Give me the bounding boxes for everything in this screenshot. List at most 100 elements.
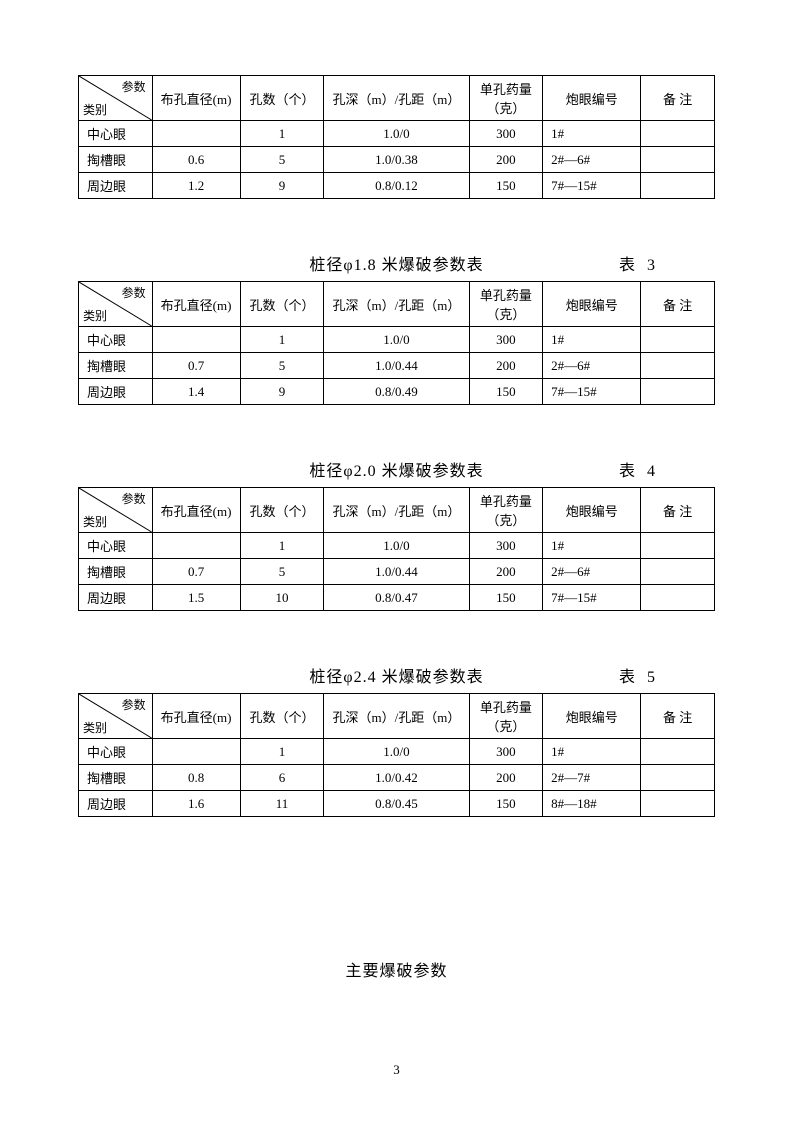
cell-note <box>641 559 715 585</box>
header-diameter: 布孔直径(m) <box>152 76 240 121</box>
table-row: 中心眼11.0/03001# <box>79 121 715 147</box>
cell-diameter: 1.5 <box>152 585 240 611</box>
cell-charge: 150 <box>469 173 543 199</box>
cell-charge: 300 <box>469 121 543 147</box>
cell-charge: 300 <box>469 739 543 765</box>
cell-charge: 150 <box>469 791 543 817</box>
table-number: 表 5 <box>619 663 659 687</box>
cell-count: 5 <box>240 559 324 585</box>
cell-diameter: 0.6 <box>152 147 240 173</box>
header-count: 孔数（个） <box>240 76 324 121</box>
cell-id: 1# <box>543 121 641 147</box>
cell-type: 掏槽眼 <box>79 147 153 173</box>
cell-note <box>641 765 715 791</box>
header-note: 备 注 <box>641 694 715 739</box>
diagonal-header-cell: 参数类别 <box>79 694 153 739</box>
cell-depth: 0.8/0.47 <box>324 585 469 611</box>
cell-diameter: 0.8 <box>152 765 240 791</box>
cell-depth: 1.0/0 <box>324 739 469 765</box>
cell-diameter: 0.7 <box>152 353 240 379</box>
header-param-label: 参数 <box>122 490 146 507</box>
cell-charge: 200 <box>469 765 543 791</box>
header-charge: 单孔药量（克） <box>469 488 543 533</box>
cell-type: 周边眼 <box>79 379 153 405</box>
cell-count: 10 <box>240 585 324 611</box>
cell-count: 1 <box>240 327 324 353</box>
table-row: 周边眼1.490.8/0.491507#—15# <box>79 379 715 405</box>
header-id: 炮眼编号 <box>543 282 641 327</box>
diagonal-header-cell: 参数类别 <box>79 282 153 327</box>
table-header-row: 参数类别布孔直径(m)孔数（个）孔深（m）/孔距（m）单孔药量（克）炮眼编号备 … <box>79 488 715 533</box>
table-title: 桩径φ1.8 米爆破参数表 <box>309 251 483 275</box>
cell-id: 2#—6# <box>543 147 641 173</box>
table-group: 桩径φ2.0 米爆破参数表表 4参数类别布孔直径(m)孔数（个）孔深（m）/孔距… <box>78 457 715 611</box>
cell-id: 7#—15# <box>543 585 641 611</box>
header-count: 孔数（个） <box>240 488 324 533</box>
header-depth: 孔深（m）/孔距（m） <box>324 282 469 327</box>
cell-id: 2#—6# <box>543 353 641 379</box>
cell-diameter: 1.6 <box>152 791 240 817</box>
header-note: 备 注 <box>641 282 715 327</box>
cell-charge: 300 <box>469 327 543 353</box>
table-header-row: 参数类别布孔直径(m)孔数（个）孔深（m）/孔距（m）单孔药量（克）炮眼编号备 … <box>79 76 715 121</box>
parameters-table: 参数类别布孔直径(m)孔数（个）孔深（m）/孔距（m）单孔药量（克）炮眼编号备 … <box>78 693 715 817</box>
header-id: 炮眼编号 <box>543 76 641 121</box>
cell-note <box>641 327 715 353</box>
cell-depth: 1.0/0 <box>324 533 469 559</box>
cell-note <box>641 379 715 405</box>
table-row: 掏槽眼0.651.0/0.382002#—6# <box>79 147 715 173</box>
cell-type: 周边眼 <box>79 585 153 611</box>
header-note: 备 注 <box>641 76 715 121</box>
cell-diameter <box>152 121 240 147</box>
cell-charge: 150 <box>469 585 543 611</box>
cell-count: 1 <box>240 533 324 559</box>
table-row: 周边眼1.290.8/0.121507#—15# <box>79 173 715 199</box>
cell-count: 1 <box>240 739 324 765</box>
cell-note <box>641 353 715 379</box>
table-title-row: 桩径φ2.4 米爆破参数表表 5 <box>78 663 715 685</box>
header-type-label: 类别 <box>83 513 107 530</box>
cell-type: 周边眼 <box>79 791 153 817</box>
cell-type: 周边眼 <box>79 173 153 199</box>
cell-charge: 200 <box>469 353 543 379</box>
cell-charge: 300 <box>469 533 543 559</box>
cell-depth: 1.0/0.44 <box>324 353 469 379</box>
table-row: 掏槽眼0.861.0/0.422002#—7# <box>79 765 715 791</box>
page-number: 3 <box>0 1062 793 1078</box>
cell-count: 1 <box>240 121 324 147</box>
cell-id: 2#—7# <box>543 765 641 791</box>
diagonal-header-cell: 参数类别 <box>79 488 153 533</box>
cell-depth: 0.8/0.49 <box>324 379 469 405</box>
parameters-table: 参数类别布孔直径(m)孔数（个）孔深（m）/孔距（m）单孔药量（克）炮眼编号备 … <box>78 487 715 611</box>
cell-depth: 0.8/0.12 <box>324 173 469 199</box>
cell-id: 7#—15# <box>543 379 641 405</box>
cell-charge: 150 <box>469 379 543 405</box>
cell-depth: 0.8/0.45 <box>324 791 469 817</box>
table-row: 周边眼1.5100.8/0.471507#—15# <box>79 585 715 611</box>
header-id: 炮眼编号 <box>543 694 641 739</box>
cell-note <box>641 147 715 173</box>
header-note: 备 注 <box>641 488 715 533</box>
header-count: 孔数（个） <box>240 694 324 739</box>
cell-diameter <box>152 739 240 765</box>
cell-charge: 200 <box>469 559 543 585</box>
diagonal-header-cell: 参数类别 <box>79 76 153 121</box>
cell-type: 中心眼 <box>79 327 153 353</box>
cell-type: 掏槽眼 <box>79 559 153 585</box>
parameters-table: 参数类别布孔直径(m)孔数（个）孔深（m）/孔距（m）单孔药量（克）炮眼编号备 … <box>78 281 715 405</box>
header-diameter: 布孔直径(m) <box>152 282 240 327</box>
table-number: 表 4 <box>619 457 659 481</box>
cell-id: 1# <box>543 533 641 559</box>
cell-note <box>641 533 715 559</box>
table-row: 中心眼11.0/03001# <box>79 739 715 765</box>
cell-id: 2#—6# <box>543 559 641 585</box>
cell-note <box>641 791 715 817</box>
table-group: 参数类别布孔直径(m)孔数（个）孔深（m）/孔距（m）单孔药量（克）炮眼编号备 … <box>78 75 715 199</box>
header-depth: 孔深（m）/孔距（m） <box>324 694 469 739</box>
cell-type: 掏槽眼 <box>79 765 153 791</box>
table-header-row: 参数类别布孔直径(m)孔数（个）孔深（m）/孔距（m）单孔药量（克）炮眼编号备 … <box>79 282 715 327</box>
cell-count: 6 <box>240 765 324 791</box>
cell-count: 11 <box>240 791 324 817</box>
cell-diameter <box>152 533 240 559</box>
header-charge: 单孔药量（克） <box>469 282 543 327</box>
